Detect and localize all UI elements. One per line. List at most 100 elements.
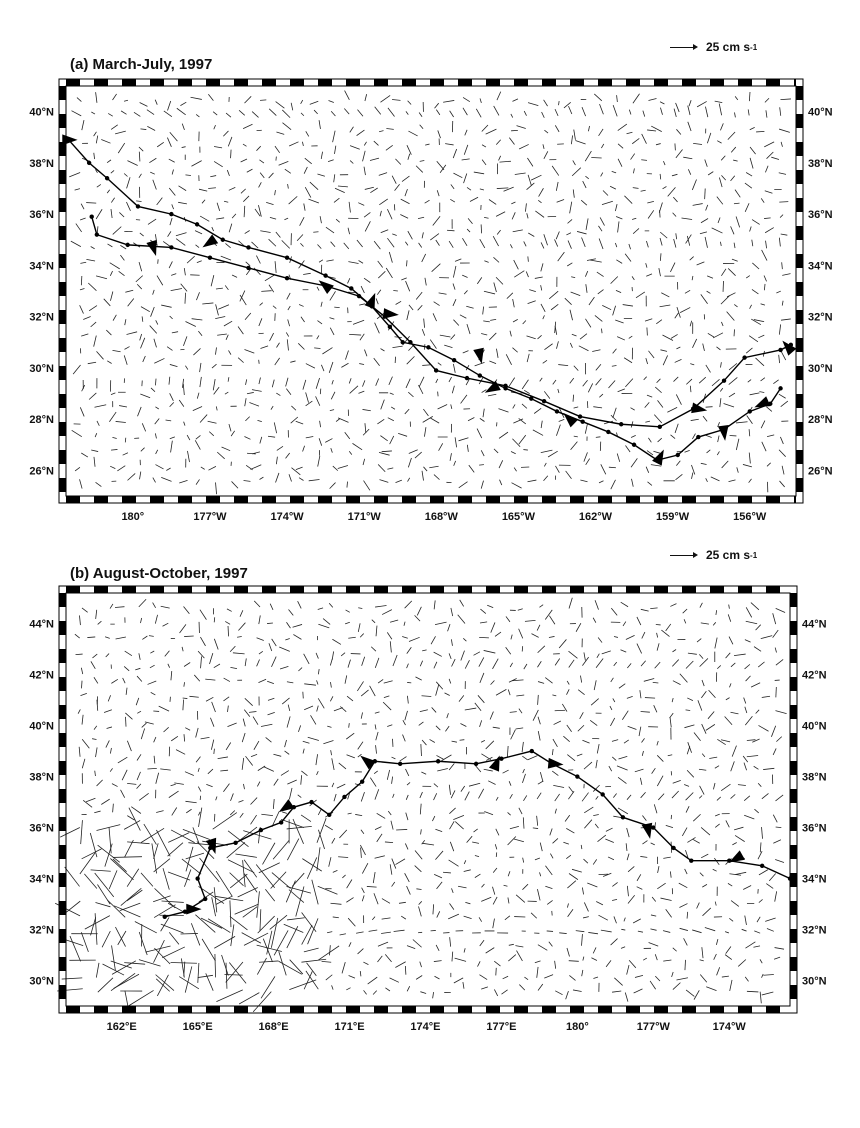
current-vector — [246, 392, 254, 395]
current-vector — [147, 125, 156, 131]
current-vector — [612, 756, 617, 761]
current-vector — [131, 806, 142, 814]
current-vector — [760, 377, 766, 382]
lat-label-right: 30°N — [808, 363, 833, 375]
current-vector — [298, 304, 304, 307]
current-vector — [109, 465, 116, 469]
current-vector — [361, 863, 369, 874]
current-vector — [318, 829, 325, 850]
current-vector — [523, 110, 527, 116]
current-vector — [237, 326, 244, 335]
current-vector — [463, 860, 467, 865]
current-vector — [720, 155, 726, 161]
current-vector — [480, 480, 484, 489]
current-vector — [142, 635, 148, 640]
current-vector — [288, 196, 298, 205]
current-vector — [613, 793, 617, 798]
direction-arrowhead — [383, 308, 399, 319]
current-vector — [263, 766, 274, 772]
current-vector — [182, 697, 188, 699]
current-vector — [401, 277, 407, 281]
current-vector — [607, 856, 615, 861]
current-vector — [408, 636, 420, 642]
current-vector — [393, 929, 405, 932]
current-vector — [495, 139, 501, 145]
current-vector — [288, 889, 305, 903]
current-vector — [359, 333, 365, 341]
current-vector — [115, 636, 126, 640]
current-vector — [373, 770, 378, 775]
current-vector — [714, 637, 718, 649]
current-vector — [316, 705, 319, 712]
track-point — [233, 840, 238, 846]
current-vector — [763, 767, 775, 770]
current-vector — [659, 209, 661, 218]
current-vector — [641, 750, 644, 756]
current-vector — [761, 827, 763, 839]
current-vector — [780, 318, 791, 321]
current-vector — [657, 437, 663, 443]
track-point — [359, 779, 365, 784]
current-vector — [256, 637, 264, 641]
track-point — [554, 409, 560, 414]
current-vector — [653, 450, 661, 454]
current-vector — [463, 948, 466, 953]
current-vector — [495, 276, 504, 285]
current-vector — [123, 355, 128, 365]
current-vector — [313, 109, 318, 115]
current-vector — [319, 420, 321, 428]
current-vector — [125, 716, 127, 727]
current-vector — [206, 783, 213, 788]
current-vector — [195, 914, 216, 933]
current-vector — [404, 843, 409, 850]
current-vector — [272, 305, 277, 309]
current-vector — [647, 481, 653, 486]
current-vector — [336, 783, 346, 789]
current-vector — [311, 879, 319, 905]
current-vector — [523, 241, 527, 247]
current-vector — [105, 740, 110, 748]
current-vector — [642, 815, 647, 821]
current-vector — [763, 283, 766, 291]
current-vector — [214, 953, 216, 978]
current-vector — [642, 110, 646, 117]
current-vector — [691, 464, 696, 475]
current-vector — [422, 416, 433, 423]
current-vector — [673, 376, 679, 382]
current-vector — [389, 864, 393, 875]
current-vector — [298, 477, 304, 481]
current-vector — [225, 243, 231, 249]
current-vector — [755, 709, 760, 714]
current-vector — [226, 169, 230, 177]
current-vector — [285, 377, 289, 387]
current-vector — [228, 350, 232, 355]
current-vector — [545, 885, 553, 889]
current-vector — [640, 791, 646, 799]
current-vector — [659, 237, 663, 246]
current-vector — [243, 873, 258, 893]
current-vector — [745, 275, 751, 279]
current-vector — [567, 219, 573, 224]
current-vector — [103, 709, 112, 713]
current-vector — [749, 146, 756, 155]
current-vector — [667, 754, 673, 757]
current-vector — [624, 195, 633, 204]
current-vector — [128, 990, 154, 1007]
current-vector — [286, 825, 312, 830]
current-vector — [105, 653, 110, 658]
current-vector — [593, 406, 603, 409]
current-vector — [727, 883, 733, 887]
current-vector — [421, 328, 426, 336]
current-vector — [641, 133, 647, 144]
current-vector — [101, 139, 111, 144]
current-vector — [190, 96, 202, 100]
current-vector — [329, 696, 334, 702]
current-vector — [564, 297, 572, 305]
current-vector — [743, 697, 747, 704]
current-vector — [583, 452, 588, 462]
current-vector — [612, 990, 622, 993]
current-vector — [271, 811, 280, 828]
current-vector — [433, 474, 440, 480]
current-vector — [744, 203, 750, 212]
current-vector — [72, 364, 81, 375]
